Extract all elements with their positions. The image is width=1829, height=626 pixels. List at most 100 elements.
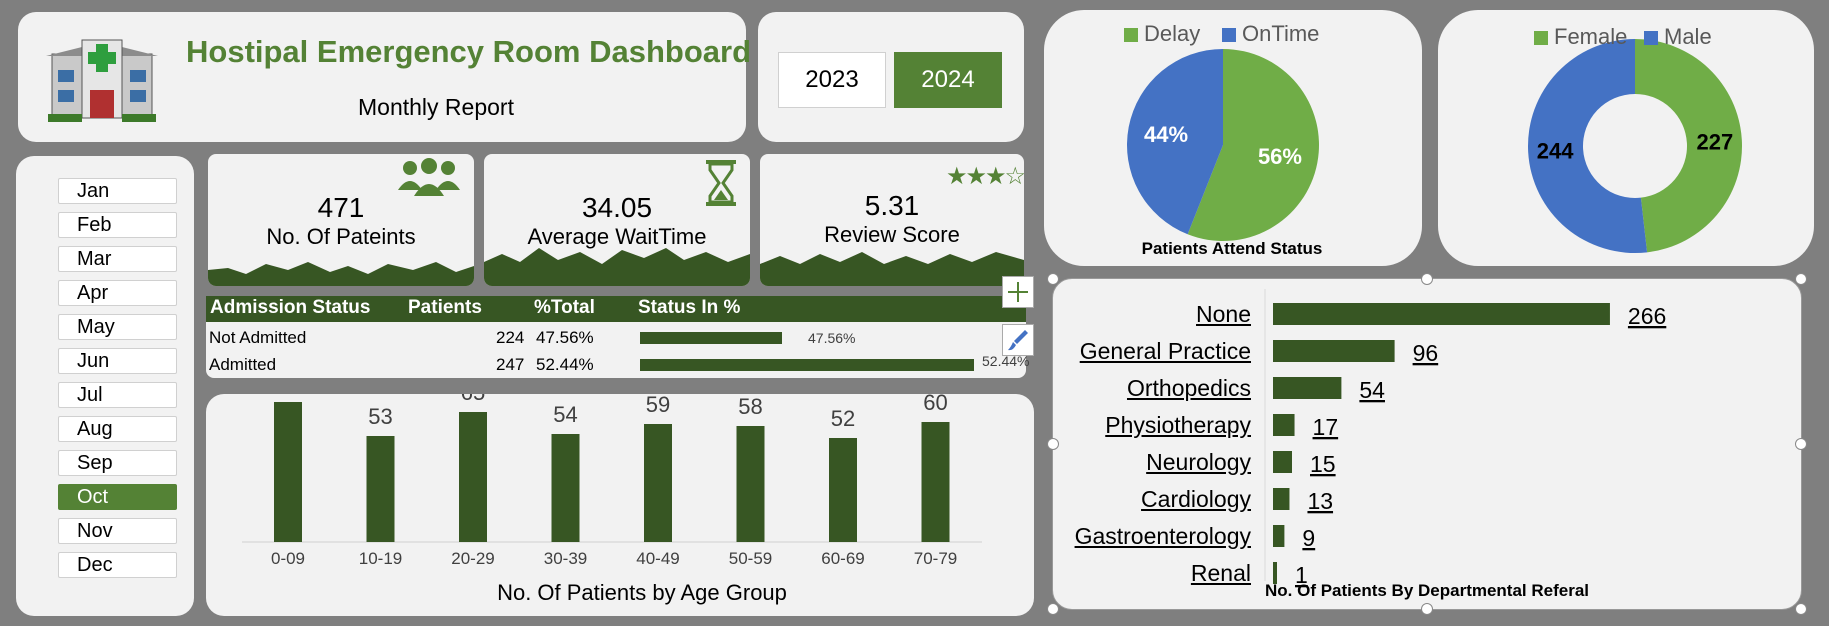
bar: [1273, 525, 1285, 547]
month-button-jun[interactable]: Jun: [58, 348, 177, 374]
kpi-patients-value: 471: [317, 192, 365, 223]
legend-entry: Delay: [1144, 21, 1200, 46]
bar: [1273, 562, 1277, 584]
month-button-nov[interactable]: Nov: [58, 518, 177, 544]
month-button-may[interactable]: May: [58, 314, 177, 340]
bar: [1273, 414, 1295, 436]
data-label: 54: [553, 402, 577, 427]
chart-style-button[interactable]: [1002, 324, 1034, 356]
bar: [1273, 377, 1342, 399]
page-title: Hostipal Emergency Room Dashboard: [186, 34, 752, 69]
legend-entry: Female: [1554, 24, 1627, 49]
star-rating-icon: ★★★☆: [946, 163, 1024, 190]
mountain-decoration: [760, 252, 1024, 286]
month-button-aug[interactable]: Aug: [58, 416, 177, 442]
data-label: 15: [1310, 451, 1336, 477]
chart-title: No. Of Patients By Departmental Referal: [1265, 581, 1589, 600]
month-button-oct[interactable]: Oct: [58, 484, 177, 510]
month-button-mar[interactable]: Mar: [58, 246, 177, 272]
month-slicer: Jan Feb Mar Apr May Jun Jul Aug Sep Oct Nov Dec: [16, 156, 194, 616]
gender-donut-chart: 227 244 Female Male: [1528, 24, 1743, 253]
plus-icon: [1008, 282, 1028, 302]
category-label: Orthopedics: [1126, 375, 1251, 401]
bar: [829, 438, 857, 542]
table-row-bar: [640, 359, 974, 371]
resize-handle[interactable]: [1421, 603, 1433, 615]
resize-handle[interactable]: [1047, 273, 1059, 285]
mountain-decoration: [484, 248, 750, 286]
table-row-pct: 52.44%: [536, 355, 594, 374]
category-label: Renal: [1190, 560, 1251, 586]
add-element-button[interactable]: [1002, 276, 1034, 308]
kpi-waittime-value: 34.05: [581, 192, 653, 223]
table-row-pct: 47.56%: [536, 328, 594, 347]
hourglass-icon: [706, 160, 736, 206]
table-row-patients: 247: [496, 355, 525, 374]
chart-title: Patients Attend Status: [1142, 239, 1323, 258]
bar: [366, 436, 395, 542]
year-button-2024[interactable]: 2024: [894, 52, 1002, 108]
department-referral-card[interactable]: None General Practice Orthopedics Physiothe…: [1052, 278, 1802, 610]
title-card: Hostipal Emergency Room Dashboard Monthl…: [18, 12, 751, 142]
month-button-dec[interactable]: Dec: [58, 552, 177, 578]
kpi-review-card: ★★★☆ 5.31 Review Score: [760, 154, 1024, 286]
month-button-apr[interactable]: Apr: [58, 280, 177, 306]
data-label: 17: [1313, 414, 1339, 440]
bar: [1273, 488, 1290, 510]
gender-card: 227 244 Female Male: [1438, 10, 1814, 266]
resize-handle[interactable]: [1421, 273, 1433, 285]
month-button-sep[interactable]: Sep: [58, 450, 177, 476]
table-row-bar: [640, 332, 782, 344]
data-label: 59: [646, 394, 670, 417]
legend-entry: OnTime: [1242, 21, 1319, 46]
legend-swatch: [1124, 28, 1138, 42]
month-button-jan[interactable]: Jan: [58, 178, 177, 204]
table-row-bar-label: 47.56%: [808, 330, 856, 346]
year-button-2023[interactable]: 2023: [778, 52, 886, 108]
data-label: 65: [461, 394, 485, 405]
category-label: Neurology: [1146, 449, 1251, 475]
resize-handle[interactable]: [1795, 273, 1807, 285]
data-label: 1: [1295, 562, 1308, 588]
pie-slice: [1635, 39, 1743, 253]
legend-swatch: [1534, 31, 1548, 45]
chart-title: No. Of Patients by Age Group: [497, 580, 787, 605]
brush-icon: [1008, 330, 1028, 351]
resize-handle[interactable]: [1795, 603, 1807, 615]
resize-handle[interactable]: [1795, 438, 1807, 450]
tick-label: 30-39: [544, 549, 587, 568]
kpi-patients-card: 471 No. Of Pateints: [208, 154, 474, 286]
table-header-pct: %Total: [534, 297, 595, 318]
pie-slice: [1187, 49, 1319, 241]
data-label: 58: [738, 394, 762, 419]
pie-slice: [1528, 39, 1648, 253]
month-button-jul[interactable]: Jul: [58, 382, 177, 408]
kpi-waittime-label: Average WaitTime: [527, 224, 707, 249]
bar: [274, 402, 302, 542]
table-header-status-pct: Status In %: [638, 297, 741, 318]
data-label: 9: [1302, 525, 1315, 551]
data-label: 60: [923, 394, 947, 415]
table-row-patients: 224: [496, 328, 525, 347]
data-label: 54: [1359, 377, 1385, 403]
category-label: None: [1196, 301, 1251, 327]
legend-entry: Male: [1664, 24, 1712, 49]
bar: [736, 426, 765, 542]
slice-label: 44%: [1144, 122, 1188, 147]
admission-table-header: [206, 296, 1026, 322]
kpi-review-label: Review Score: [824, 222, 960, 247]
age-group-chart: 70 0-09 53 10-19 65 20-29 54 30-39 59 40-49 58 50-5…: [242, 394, 982, 605]
resize-handle[interactable]: [1047, 603, 1059, 615]
data-label: 52: [831, 406, 855, 431]
bar: [921, 422, 950, 542]
bar: [551, 434, 580, 542]
data-label: 70: [276, 394, 300, 395]
data-label: 13: [1307, 488, 1333, 514]
legend-swatch: [1222, 28, 1236, 42]
people-icon: [398, 158, 460, 196]
resize-handle[interactable]: [1047, 438, 1059, 450]
kpi-patients-label: No. Of Pateints: [266, 224, 416, 249]
category-label: Physiotherapy: [1105, 412, 1251, 438]
kpi-waittime-card: 34.05 Average WaitTime: [484, 154, 750, 286]
month-button-feb[interactable]: Feb: [58, 212, 177, 238]
